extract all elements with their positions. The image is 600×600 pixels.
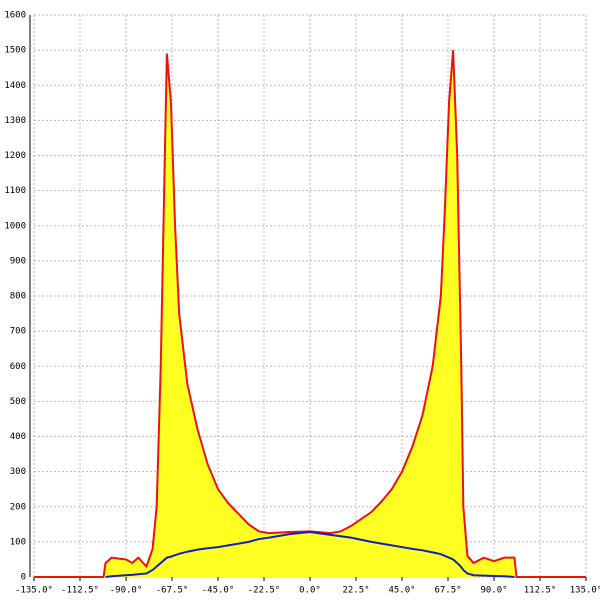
x-tick-label: 90.0°: [480, 586, 507, 596]
x-tick-label: -135.0°: [15, 586, 53, 596]
x-tick-label: 135.0°: [570, 586, 600, 596]
y-tick-label: 300: [10, 467, 26, 477]
y-tick-label: 1500: [4, 46, 26, 56]
y-tick-label: 600: [10, 362, 26, 372]
y-tick-label: 500: [10, 397, 26, 407]
y-tick-label: 1400: [4, 81, 26, 91]
x-tick-label: 45.0°: [388, 586, 415, 596]
area: [34, 50, 586, 577]
line: [105, 531, 515, 578]
x-tick-label: -112.5°: [61, 586, 99, 596]
x-tick-label: -67.5°: [156, 586, 189, 596]
y-tick-label: 1300: [4, 116, 26, 126]
y-tick-label: 0: [21, 573, 26, 583]
y-tick-label: 900: [10, 256, 26, 266]
line: [34, 50, 586, 578]
x-tick-label: -90.0°: [110, 586, 143, 596]
y-tick-label: 1200: [4, 151, 26, 161]
y-tick-label: 700: [10, 327, 26, 337]
y-tick-label: 1100: [4, 186, 26, 196]
y-tick-label: 800: [10, 292, 26, 302]
y-tick-label: 400: [10, 432, 26, 442]
y-tick-label: 200: [10, 502, 26, 512]
x-tick-label: 0.0°: [299, 586, 321, 596]
y-tick-label: 100: [10, 537, 26, 547]
x-tick-label: -22.5°: [248, 586, 281, 596]
x-tick-label: 67.5°: [434, 586, 461, 596]
y-tick-label: 1600: [4, 11, 26, 21]
x-tick-label: -45.0°: [202, 586, 235, 596]
y-tick-label: 1000: [4, 221, 26, 231]
x-tick-label: 22.5°: [342, 586, 369, 596]
x-tick-label: 112.5°: [524, 586, 557, 596]
